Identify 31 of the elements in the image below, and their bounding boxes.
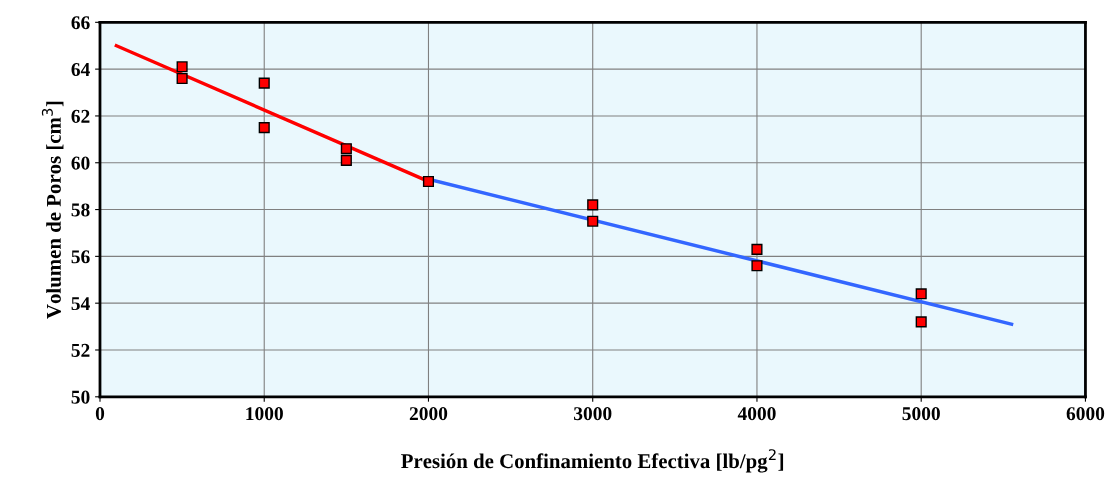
y-tick-label: 64 xyxy=(71,63,90,77)
point xyxy=(751,260,763,272)
x-tick-label: 0 xyxy=(95,407,105,421)
y-tick-label: 58 xyxy=(71,203,90,217)
x-tick-label: 6000 xyxy=(1066,407,1105,421)
x-axis-title: Presión de Confinamiento Efectiva [lb/pg$^{2}$] xyxy=(401,449,784,473)
x-tick-label: 4000 xyxy=(737,407,776,421)
point xyxy=(422,175,435,188)
x-tick-label: 3000 xyxy=(574,407,612,421)
point xyxy=(915,288,927,300)
point xyxy=(587,215,599,227)
y-tick-label: 52 xyxy=(71,343,90,357)
point xyxy=(258,122,270,134)
point xyxy=(340,154,352,166)
point xyxy=(915,316,927,328)
point xyxy=(751,243,763,255)
y-tick-label: 56 xyxy=(71,250,90,264)
point xyxy=(176,61,188,73)
y-tick-label: 62 xyxy=(71,109,90,123)
y-tick-label: 54 xyxy=(71,297,90,311)
point xyxy=(258,77,270,89)
y-tick-label: 50 xyxy=(71,390,90,404)
x-tick-label: 2000 xyxy=(409,407,448,421)
x-tick-label: 5000 xyxy=(902,407,940,421)
y-axis-title: Volumen de Poros [cm$^{3}$] xyxy=(41,101,64,319)
y-tick-label: 66 xyxy=(71,16,90,30)
y-tick-label: 60 xyxy=(71,156,90,170)
point xyxy=(340,143,352,155)
x-tick-label: 1000 xyxy=(246,407,283,421)
point xyxy=(176,72,188,85)
point xyxy=(587,199,599,211)
